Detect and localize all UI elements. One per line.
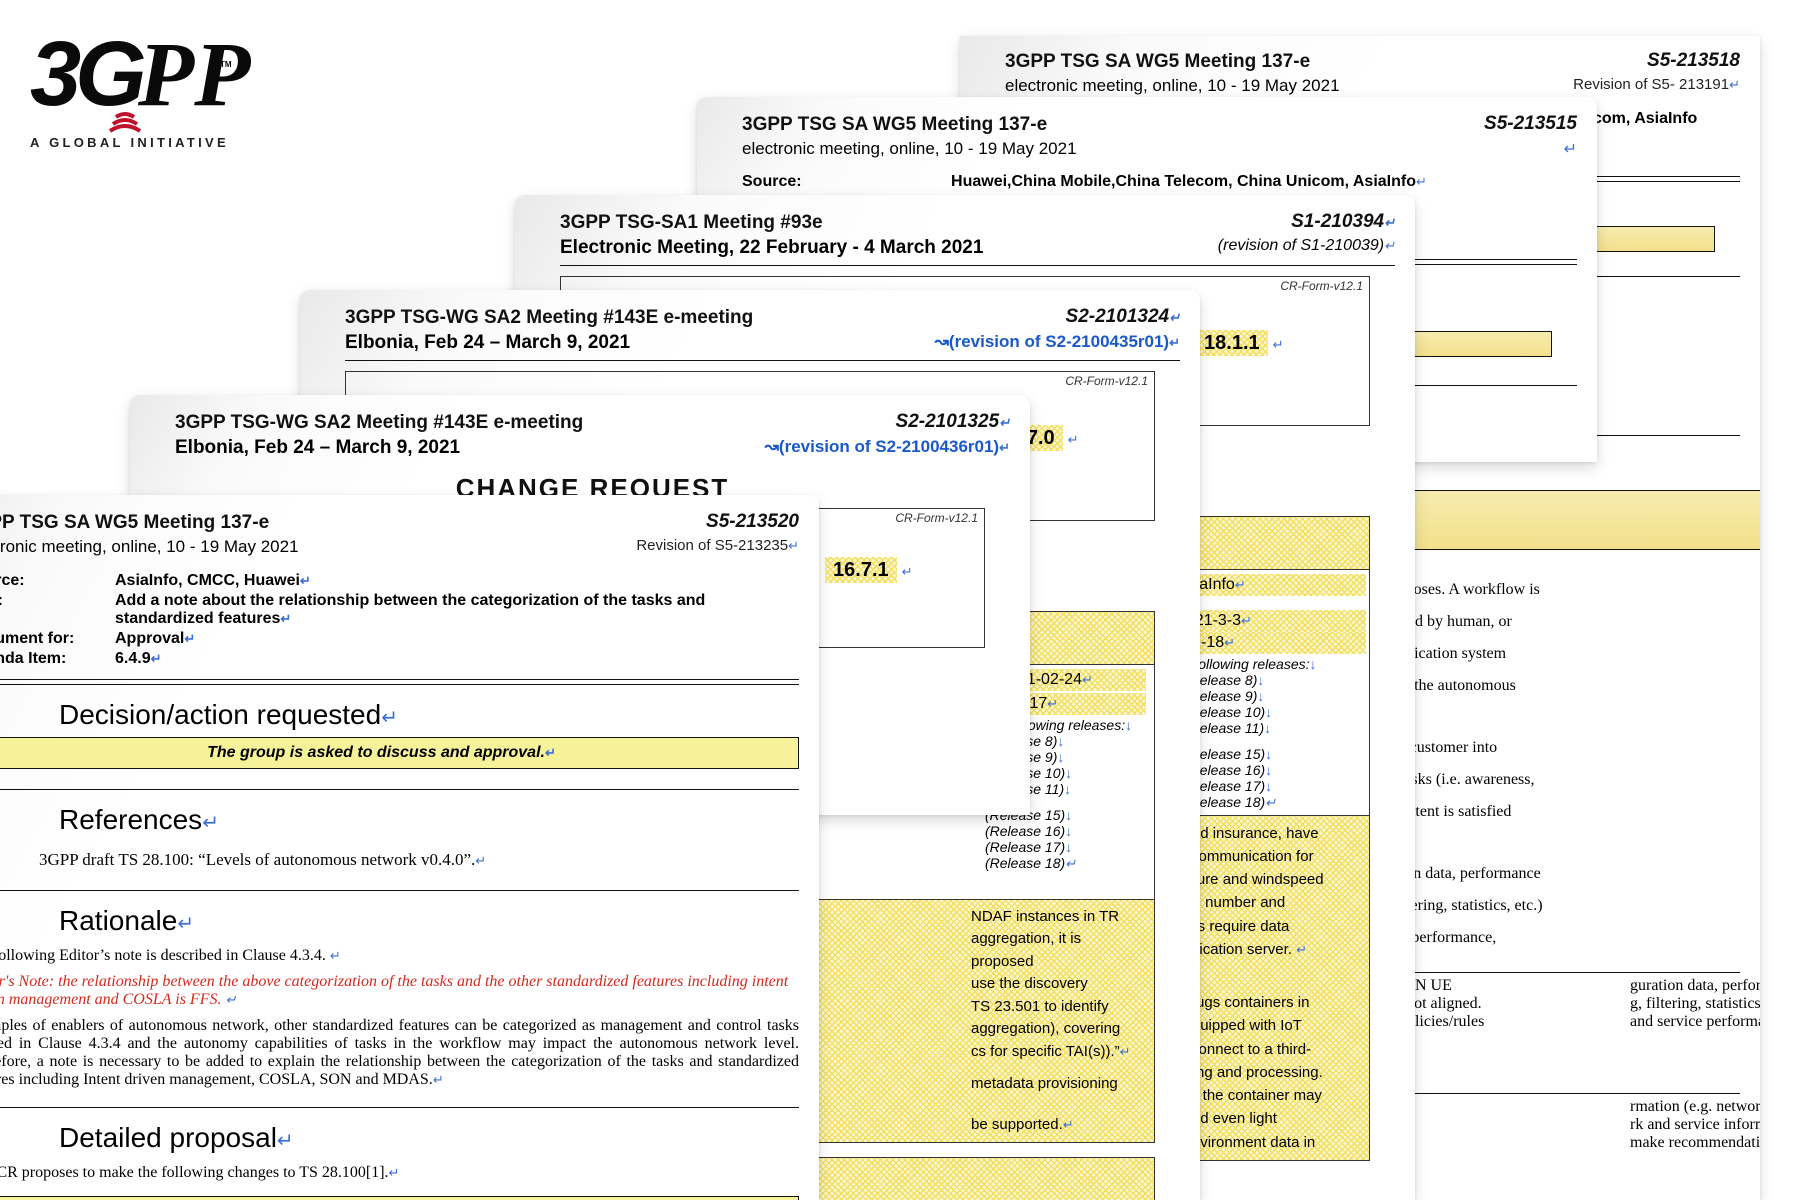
svg-text:PP: PP	[137, 25, 251, 125]
svg-text:A GLOBAL INITIATIVE: A GLOBAL INITIATIVE	[30, 135, 229, 150]
svg-text:TM: TM	[220, 60, 232, 69]
svg-text:3G: 3G	[30, 25, 144, 125]
